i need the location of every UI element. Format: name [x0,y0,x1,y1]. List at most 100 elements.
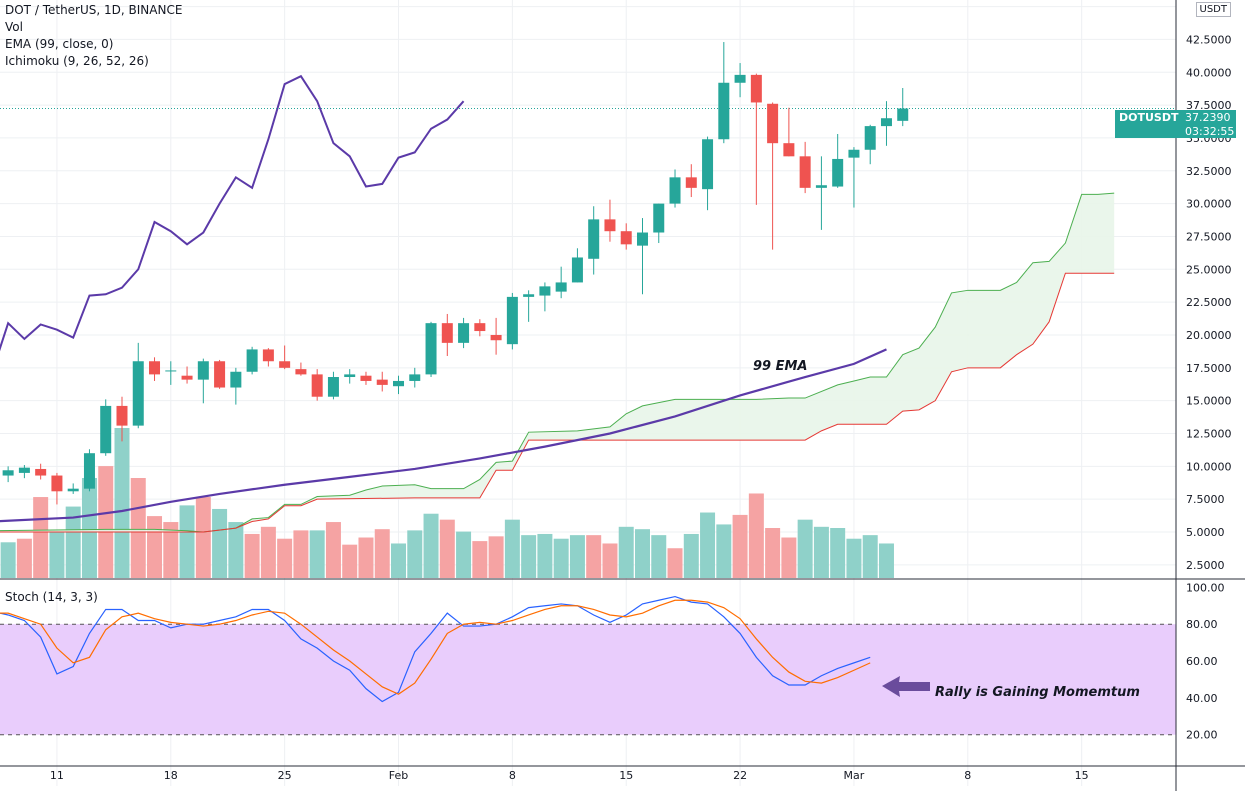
candle-body-43 [702,139,714,190]
volume-bar-18 [277,538,293,578]
volume-bar-53 [846,538,862,578]
stoch-d-line [0,599,871,695]
candle-body-5 [83,453,95,489]
volume-bar-19 [293,530,309,578]
candle-body-39 [636,232,648,246]
candle-body-9 [149,361,161,375]
chikou-span-line [0,74,465,352]
candle-body-1 [18,467,30,473]
price-tick-0: 2.5000 [1186,559,1225,572]
price-tick-12: 32.5000 [1186,165,1232,178]
candle-body-29 [474,323,486,332]
volume-bar-32 [504,519,520,578]
candle-body-27 [441,323,453,343]
candle-body-51 [832,158,844,187]
candle-body-26 [425,323,437,375]
volume-bar-38 [602,543,618,578]
volume-bar-5 [65,506,81,578]
volume-bar-11 [163,522,179,578]
stoch-callout: Rally is Gaining Momemtum [935,685,1140,700]
candle-body-13 [214,361,226,388]
stoch-tick-3: 80.00 [1186,618,1218,631]
volume-bar-12 [179,505,195,578]
volume-bar-9 [130,478,146,578]
vol-legend: Vol [5,20,23,34]
candle-body-0 [2,470,14,476]
stoch-tick-1: 40.00 [1186,692,1218,705]
date-tick-9: 15 [1075,769,1089,782]
volume-bar-10 [147,516,163,578]
volume-bar-24 [374,529,390,578]
volume-bar-36 [569,535,585,578]
volume-bar-2 [16,538,32,578]
volume-bar-41 [651,535,667,578]
price-tick-10: 27.5000 [1186,230,1232,243]
candle-body-45 [734,74,746,83]
date-tick-3: Feb [389,769,408,782]
volume-bar-1 [0,542,16,578]
price-tick-8: 22.5000 [1186,296,1232,309]
volume-bars [0,428,894,578]
candle-body-28 [458,323,470,343]
candle-body-22 [360,375,372,381]
stoch-band [0,624,1176,735]
price-tick-15: 40.0000 [1186,66,1232,79]
price-tag: DOTUSDT 37.2390 03:32:55 [1115,110,1236,138]
volume-bar-30 [472,541,488,578]
candle-body-20 [327,377,339,397]
cloud-fill [0,193,1115,533]
ema-legend: EMA (99, close, 0) [5,37,114,51]
price-tick-16: 42.5000 [1186,33,1232,46]
price-tick-14: 37.5000 [1186,99,1232,112]
callout-arrow-icon [882,676,930,697]
ichimoku-cloud [0,193,1115,533]
overlay: 99 EMA Rally is Gaining Momemtum [753,359,1140,700]
candle-body-24 [393,380,405,387]
volume-bar-44 [700,512,716,578]
volume-bar-28 [439,519,455,578]
volume-bar-4 [49,531,65,578]
currency-badge[interactable]: USDT [1195,2,1231,17]
ema-annotation: 99 EMA [753,359,808,374]
volume-bar-34 [537,533,553,578]
candle-body-14 [230,371,242,388]
candle-body-21 [344,374,356,378]
candlesticks [2,42,909,505]
volume-bar-29 [456,531,472,578]
symbol-title: DOT / TetherUS, 1D, BINANCE [5,3,183,17]
candle-body-31 [506,296,518,345]
date-tick-4: 8 [509,769,516,782]
candle-body-49 [799,156,811,188]
ichimoku-legend: Ichimoku (9, 26, 52, 26) [5,54,149,68]
volume-bar-13 [195,497,211,578]
senkou-span-a-line [0,192,1115,533]
candle-body-7 [116,405,128,426]
price-tag-countdown: 03:32:55 [1185,125,1235,138]
volume-bar-55 [878,543,894,578]
date-tick-0: 11 [50,769,64,782]
volume-bar-42 [667,548,683,578]
candle-body-12 [197,361,209,380]
candle-body-17 [279,361,291,368]
stoch-tick-2: 60.00 [1186,655,1218,668]
candle-body-4 [67,488,79,492]
candle-body-37 [604,219,616,232]
price-tag-value: 37.2390 [1185,111,1231,124]
volume-bar-51 [813,526,829,578]
stochastic-pane [0,595,1176,736]
candle-body-23 [376,379,388,385]
stoch-k-line [0,595,871,703]
ema-99-line [0,348,887,523]
candle-body-55 [897,108,909,121]
date-tick-7: Mar [844,769,865,782]
stoch-legend: Stoch (14, 3, 3) [5,590,98,604]
candle-body-53 [864,126,876,150]
date-tick-6: 22 [733,769,747,782]
volume-bar-33 [521,535,537,578]
date-tick-5: 15 [619,769,633,782]
volume-bar-47 [748,493,764,578]
senkou-span-b-line [0,272,1115,533]
candle-body-40 [653,203,665,233]
candle-body-15 [246,349,258,372]
